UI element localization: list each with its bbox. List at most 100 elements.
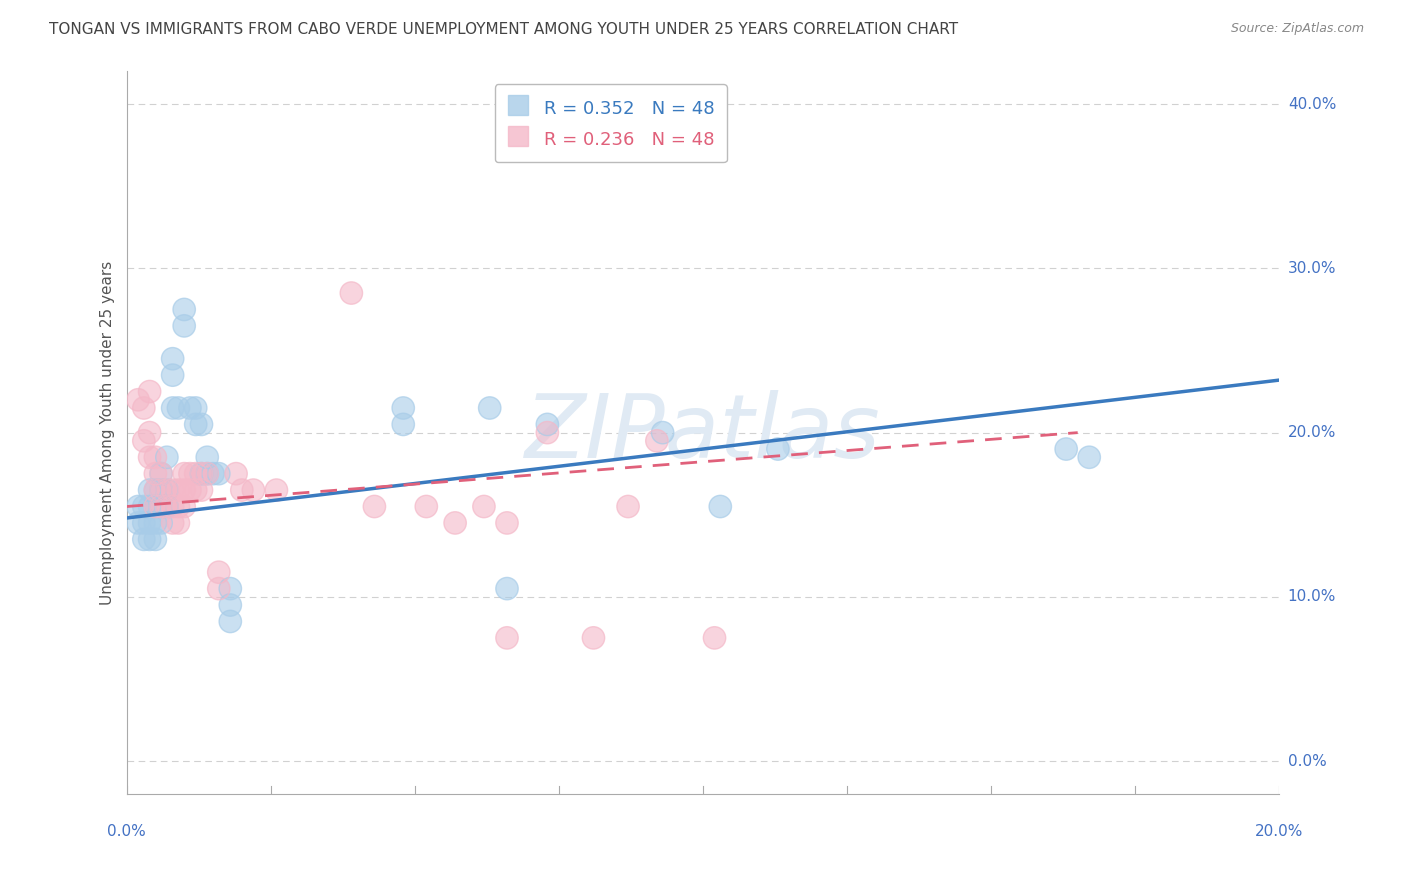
Point [138,425,160,440]
Point [138,483,160,497]
Point [132,434,155,448]
Point [162,483,184,497]
Point [138,425,160,440]
Point [190,483,212,497]
Point [392,417,415,432]
Point [150,516,173,530]
Point [219,615,242,629]
Point [340,286,363,301]
Point [1054,442,1077,456]
Point [444,516,467,530]
Text: TONGAN VS IMMIGRANTS FROM CABO VERDE UNEMPLOYMENT AMONG YOUTH UNDER 25 YEARS COR: TONGAN VS IMMIGRANTS FROM CABO VERDE UNE… [49,22,959,37]
Y-axis label: Unemployment Among Youth under 25 years: Unemployment Among Youth under 25 years [100,260,115,605]
Point [150,483,173,497]
Point [150,500,173,514]
Point [645,434,668,448]
Point [363,500,385,514]
Point [145,483,166,497]
Point [1078,450,1101,465]
Point [478,401,501,415]
Point [132,434,155,448]
Point [132,516,155,530]
Point [162,368,184,383]
Point [156,483,179,497]
Point [138,516,160,530]
Point [651,425,673,440]
Point [179,483,201,497]
Point [415,500,437,514]
Point [150,483,173,497]
Point [162,500,184,514]
Point [582,631,605,645]
Point [208,467,231,481]
Point [173,500,195,514]
Point [150,516,173,530]
Point [167,500,190,514]
Point [536,417,558,432]
Point [709,500,731,514]
Point [392,401,415,415]
Point [208,582,231,596]
Point [225,467,247,481]
Point [363,500,385,514]
Point [145,467,166,481]
Point [496,516,519,530]
Point [195,467,218,481]
Point [173,500,195,514]
Point [138,450,160,465]
Point [242,483,264,497]
Point [162,351,184,366]
Point [651,425,673,440]
Point [173,318,195,333]
Point [156,483,179,497]
Point [478,401,501,415]
Point [138,384,160,399]
Point [173,483,195,497]
Point [132,533,155,547]
Text: 10.0%: 10.0% [1288,590,1336,604]
Point [219,615,242,629]
Point [195,467,218,481]
Point [184,417,207,432]
Point [179,401,201,415]
Point [138,450,160,465]
Point [190,483,212,497]
Point [127,500,149,514]
Point [496,582,519,596]
Point [173,318,195,333]
Text: 30.0%: 30.0% [1288,261,1336,276]
Point [496,631,519,645]
Point [138,500,160,514]
Point [145,483,166,497]
Point [162,401,184,415]
Point [145,516,166,530]
Point [703,631,725,645]
Point [496,516,519,530]
Point [138,483,160,497]
Point [138,533,160,547]
Point [536,417,558,432]
Point [150,500,173,514]
Point [184,483,207,497]
Point [173,467,195,481]
Point [150,500,173,514]
Point [156,500,179,514]
Point [340,286,363,301]
Point [145,450,166,465]
Point [617,500,640,514]
Point [167,500,190,514]
Point [145,500,166,514]
Point [127,516,149,530]
Point [150,467,173,481]
Point [156,500,179,514]
Point [167,516,190,530]
Point [1078,450,1101,465]
Point [179,483,201,497]
Point [1054,442,1077,456]
Point [242,483,264,497]
Text: 20.0%: 20.0% [1288,425,1336,440]
Point [145,483,166,497]
Point [208,565,231,579]
Point [132,500,155,514]
Point [219,582,242,596]
